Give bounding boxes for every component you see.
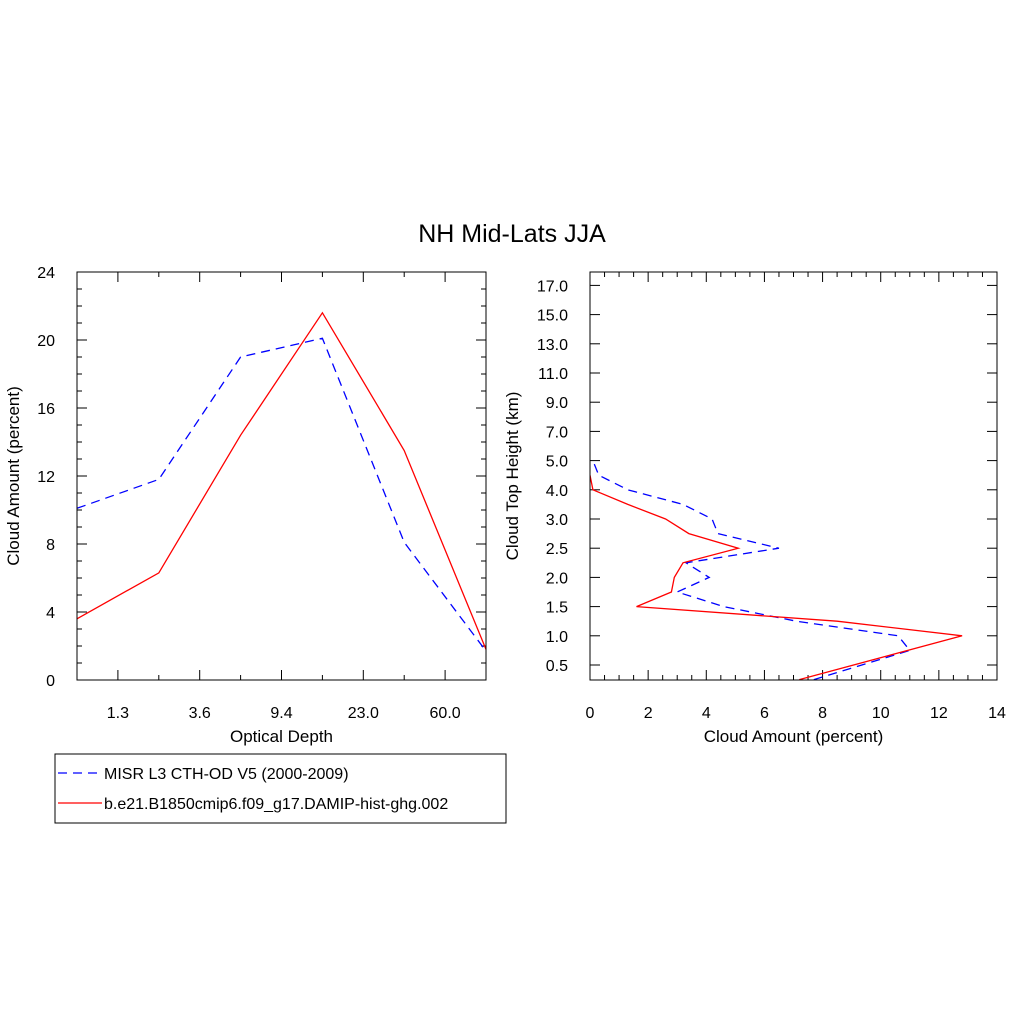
c2-x-tick-label: 4 [702, 705, 711, 722]
c2-y-tick-label: 17.0 [537, 278, 568, 295]
c2-y-tick-label: 2.5 [546, 541, 568, 558]
c2-series-line-1 [590, 475, 963, 680]
c2-y-tick-label: 0.5 [546, 658, 568, 675]
optical-depth-chart-frame [76, 271, 487, 681]
c2-x-tick-label: 6 [760, 705, 769, 722]
legend-label-model: b.e21.B1850cmip6.f09_g17.DAMIP-hist-ghg.… [104, 796, 448, 813]
cloud-top-height-y-axis-label: Cloud Top Height (km) [503, 392, 522, 561]
cloud-top-height-chart-ticks: 0 2 4 6 8 10 12 14 0.5 1.0 1.5 2.0 2.5 3.0 4.0 5.0 7.0 9.… [537, 272, 1006, 722]
c2-x-tick-label: 10 [872, 705, 890, 722]
optical-depth-chart: 1.3 3.6 9.4 23.0 60.0 0 4 8 12 16 20 24 Optical Dep… [4, 265, 487, 746]
c2-series-line-0 [592, 460, 911, 680]
c2-x-tick-label: 2 [644, 705, 653, 722]
c1-y-tick-label: 12 [37, 469, 55, 486]
legend-label-misr: MISR L3 CTH-OD V5 (2000-2009) [104, 766, 349, 783]
c1-x-tick-label: 23.0 [348, 705, 379, 722]
c1-x-tick-label: 3.6 [189, 705, 211, 722]
c2-y-tick-label: 9.0 [546, 395, 568, 412]
c1-y-tick-label: 20 [37, 333, 55, 350]
c2-y-tick-label: 13.0 [537, 337, 568, 354]
cloud-top-height-chart-frame [589, 271, 998, 681]
c1-series-line-1 [76, 311, 487, 650]
c2-y-tick-label: 3.0 [546, 512, 568, 529]
c2-y-tick-label: 15.0 [537, 308, 568, 325]
c2-y-tick-label: 5.0 [546, 454, 568, 471]
c2-y-tick-label: 11.0 [538, 366, 568, 383]
c2-x-tick-label: 0 [586, 705, 595, 722]
optical-depth-chart-lines [76, 311, 487, 652]
c2-x-tick-label: 8 [818, 705, 827, 722]
optical-depth-chart-ticks: 1.3 3.6 9.4 23.0 60.0 0 4 8 12 16 20 24 [37, 265, 486, 722]
cloud-top-height-x-axis-label: Cloud Amount (percent) [704, 727, 884, 746]
c2-x-tick-label: 14 [988, 705, 1006, 722]
c1-x-tick-label: 1.3 [107, 705, 129, 722]
optical-depth-y-axis-label: Cloud Amount (percent) [4, 386, 23, 566]
legend-box [54, 753, 507, 824]
legend: MISR L3 CTH-OD V5 (2000-2009) b.e21.B185… [54, 753, 507, 824]
c2-y-tick-label: 2.0 [546, 570, 568, 587]
c1-y-tick-label: 4 [46, 605, 55, 622]
c2-y-tick-label: 1.0 [546, 629, 568, 646]
c1-y-tick-label: 8 [46, 537, 55, 554]
c2-y-tick-label: 1.5 [546, 600, 568, 617]
cloud-top-height-chart-lines [590, 460, 963, 680]
cloud-top-height-chart: 0 2 4 6 8 10 12 14 0.5 1.0 1.5 2.0 2.5 3.0 4.0 5.0 7.0 9.… [503, 271, 1006, 746]
c1-x-tick-label: 9.4 [270, 705, 292, 722]
c2-x-tick-label: 12 [930, 705, 948, 722]
optical-depth-x-axis-label: Optical Depth [230, 727, 333, 746]
c1-y-tick-label: 24 [37, 265, 55, 282]
c1-x-tick-label: 60.0 [430, 705, 461, 722]
chart-title: NH Mid-Lats JJA [418, 220, 606, 248]
c2-y-tick-label: 7.0 [546, 424, 568, 441]
c1-series-line-0 [76, 337, 487, 652]
c1-y-tick-label: 0 [46, 673, 55, 690]
c2-y-tick-label: 4.0 [546, 483, 568, 500]
c1-y-tick-label: 16 [37, 401, 55, 418]
